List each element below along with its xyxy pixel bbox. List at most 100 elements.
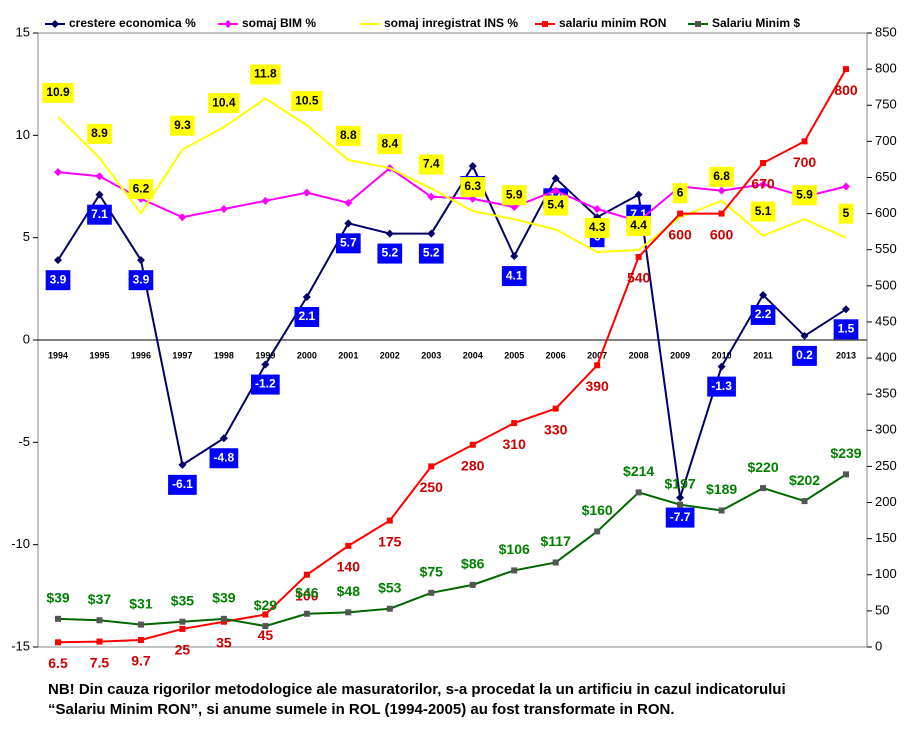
legend-label: crestere economica % (69, 16, 196, 30)
label-box (128, 179, 154, 200)
data-label: $214 (623, 463, 654, 479)
point (469, 581, 476, 588)
data-label: 5.9 (796, 187, 813, 201)
data-label: 1.5 (838, 321, 855, 335)
data-label: 8.8 (340, 128, 357, 142)
note: NB! Din cauza rigorilor metodologice ale… (48, 681, 786, 698)
point (843, 471, 849, 478)
data-label: 10.4 (212, 95, 236, 109)
label-box (707, 376, 736, 397)
point (179, 618, 186, 625)
y-tick-label: -5 (18, 434, 30, 449)
data-label: $220 (747, 459, 778, 475)
x-tick-label: 2011 (753, 350, 773, 360)
point (179, 625, 186, 632)
point (594, 362, 601, 369)
label-box (377, 134, 403, 155)
y-tick-label: 0 (23, 331, 30, 346)
point (842, 305, 850, 314)
point (552, 559, 559, 566)
label-box (291, 91, 323, 112)
data-label: 25 (175, 642, 191, 658)
point (511, 567, 518, 574)
data-label: $189 (706, 481, 737, 497)
series-line (57, 68, 847, 644)
data-label: $75 (420, 564, 444, 580)
point (551, 174, 560, 183)
point (302, 188, 311, 197)
data-label: 8.9 (91, 126, 108, 140)
label-box (792, 185, 817, 206)
point (262, 623, 269, 630)
point (344, 219, 353, 228)
point (801, 138, 808, 145)
y2-tick-label: 0 (875, 638, 882, 653)
legend-label: salariu minim RON (559, 16, 666, 30)
data-label: 9.7 (131, 653, 151, 669)
point (843, 66, 849, 73)
note: “Salariu Minim RON”, si anume sumele in … (48, 701, 675, 718)
label-box (418, 243, 444, 264)
point (96, 638, 103, 645)
point (95, 190, 104, 199)
y2-tick-label: 600 (875, 205, 897, 220)
x-tick-label: 1997 (172, 350, 192, 360)
point (552, 405, 559, 412)
data-label: 540 (627, 270, 651, 286)
point (593, 205, 602, 214)
point (511, 420, 518, 427)
point (718, 210, 725, 217)
point (386, 605, 393, 612)
x-tick-label: 2002 (380, 350, 400, 360)
y2-tick-label: 200 (875, 494, 897, 509)
label-box (208, 93, 240, 114)
x-tick-label: 2009 (670, 350, 690, 360)
y2-tick-label: 750 (875, 97, 897, 112)
data-label: 280 (461, 457, 485, 473)
data-label: 600 (668, 226, 692, 242)
point (345, 542, 352, 549)
legend-marker (224, 20, 232, 28)
point (262, 611, 269, 618)
data-label: 390 (585, 378, 609, 394)
point (385, 229, 394, 238)
label-box (170, 115, 195, 136)
label-box (501, 266, 527, 287)
data-label: $39 (212, 590, 236, 606)
point (594, 528, 601, 535)
y2-tick-label: 350 (875, 386, 897, 401)
point (801, 498, 808, 505)
label-box (128, 270, 154, 291)
y2-tick-label: 400 (875, 349, 897, 364)
x-tick-label: 1996 (131, 350, 151, 360)
x-tick-label: 2006 (546, 350, 566, 360)
point (55, 639, 61, 646)
series-line (57, 166, 847, 223)
series-line (57, 97, 847, 254)
point (219, 205, 228, 214)
data-label: 11.8 (254, 67, 277, 81)
data-label: 35 (216, 634, 232, 650)
x-tick-label: 1998 (214, 350, 234, 360)
point (717, 362, 726, 371)
data-label: 4.1 (506, 268, 523, 282)
point (136, 256, 145, 265)
x-tick-label: 2013 (836, 350, 856, 360)
label-box (833, 319, 859, 340)
data-label: $202 (789, 472, 820, 488)
x-tick-label: 2008 (629, 350, 649, 360)
point (717, 186, 726, 195)
point (759, 290, 768, 299)
point (261, 196, 270, 205)
y2-tick-label: 450 (875, 313, 897, 328)
data-label: 5 (843, 206, 850, 220)
label-box (709, 166, 734, 187)
point (469, 441, 476, 448)
data-label: 8.4 (381, 136, 398, 150)
label-box (418, 154, 444, 175)
y2-tick-label: 800 (875, 61, 897, 76)
y2-tick-label: 700 (875, 133, 897, 148)
data-label: $53 (378, 579, 402, 595)
data-label: 45 (258, 627, 274, 643)
